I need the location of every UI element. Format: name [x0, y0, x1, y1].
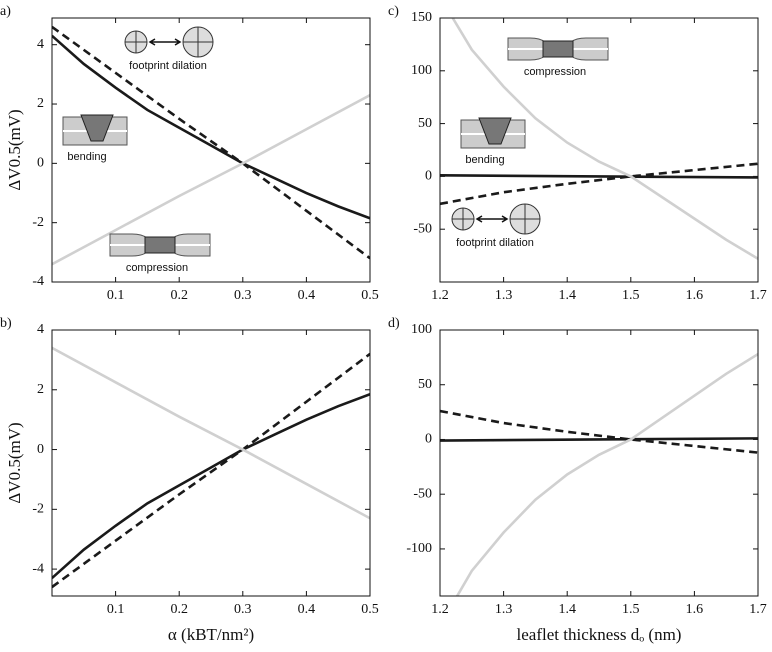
inset-icon: [62, 114, 128, 146]
x-tick-label: 1.5: [622, 288, 640, 303]
y-axis-title: ΔV0.5(mV): [5, 109, 24, 190]
icon-cross: [125, 31, 147, 53]
y-tick-label: -2: [32, 502, 44, 517]
icon-protein: [478, 117, 512, 145]
annotation: bending: [67, 151, 106, 163]
annotation: footprint dilation: [129, 60, 207, 72]
series-line: [52, 346, 370, 520]
y-tick-label: 50: [418, 116, 432, 131]
y-tick-label: -4: [32, 561, 44, 576]
x-tick-label: 1.7: [749, 288, 767, 303]
panel-label: c): [388, 4, 399, 19]
x-axis-title: α (kBT/nm²): [168, 625, 254, 644]
y-tick-label: -100: [406, 541, 432, 556]
series-line: [455, 352, 758, 596]
series-line: [440, 174, 758, 179]
series-line: [52, 393, 370, 580]
icon-arrow: [475, 215, 509, 223]
x-tick-label: 1.2: [431, 602, 449, 617]
x-tick-label: 0.4: [298, 602, 316, 617]
y-tick-label: 100: [411, 322, 432, 337]
y-tick-label: 50: [418, 377, 432, 392]
annotation: compression: [524, 66, 586, 78]
annotation: compression: [126, 262, 188, 274]
plot-frame: [51, 17, 371, 283]
y-tick-label: 2: [37, 382, 44, 397]
plot-frame: [51, 329, 371, 597]
inset-icon: [507, 37, 609, 61]
y-tick-label: 0: [37, 442, 44, 457]
x-tick-label: 1.4: [558, 288, 576, 303]
x-tick-label: 1.4: [558, 602, 576, 617]
series-line: [52, 34, 370, 220]
y-tick-label: -2: [32, 215, 44, 230]
icon-arrow: [148, 38, 182, 46]
y-tick-label: -50: [413, 486, 432, 501]
inset-icon: [451, 203, 541, 235]
y-axis-title: ΔV0.5(mV): [5, 422, 24, 503]
y-tick-label: 100: [411, 63, 432, 78]
x-tick-label: 1.3: [495, 602, 513, 617]
y-tick-label: 2: [37, 96, 44, 111]
inset-icon: [109, 233, 211, 257]
annotation: bending: [465, 154, 504, 166]
series-line: [440, 409, 758, 454]
series-line: [440, 162, 758, 206]
icon-protein: [80, 114, 114, 142]
panel-label: a): [0, 4, 11, 19]
x-tick-label: 0.1: [107, 288, 125, 303]
y-tick-label: 0: [37, 156, 44, 171]
icon-cross: [183, 27, 213, 57]
inset-icon: [460, 117, 526, 149]
icon-cross: [452, 208, 474, 230]
y-tick-label: -50: [413, 221, 432, 236]
plot-frame: [439, 17, 759, 283]
y-tick-label: 0: [425, 169, 432, 184]
x-tick-label: 1.3: [495, 288, 513, 303]
x-tick-label: 1.6: [686, 288, 704, 303]
x-tick-label: 0.3: [234, 602, 252, 617]
x-tick-label: 0.5: [361, 288, 379, 303]
x-tick-label: 0.1: [107, 602, 125, 617]
series-line: [52, 93, 370, 266]
x-tick-label: 1.5: [622, 602, 640, 617]
x-axis-title: leaflet thickness dₒ (nm): [517, 625, 682, 644]
y-tick-label: -4: [32, 274, 44, 289]
y-tick-label: 4: [37, 37, 44, 52]
inset-icon: [124, 26, 214, 58]
series-line: [440, 437, 758, 442]
x-tick-label: 0.3: [234, 288, 252, 303]
series-line: [52, 25, 370, 260]
x-tick-label: 0.5: [361, 602, 379, 617]
icon-protein: [542, 40, 574, 58]
y-tick-label: 150: [411, 10, 432, 25]
x-tick-label: 1.2: [431, 288, 449, 303]
series-line: [52, 352, 370, 589]
x-tick-label: 0.2: [170, 288, 188, 303]
x-tick-label: 0.4: [298, 288, 316, 303]
series-line: [451, 18, 758, 260]
annotation: footprint dilation: [456, 237, 534, 249]
icon-protein: [144, 236, 176, 254]
panel-label: b): [0, 316, 12, 331]
icon-cross: [510, 204, 540, 234]
x-tick-label: 1.7: [749, 602, 767, 617]
plot-frame: [439, 329, 759, 597]
y-tick-label: 4: [37, 322, 44, 337]
x-tick-label: 1.6: [686, 602, 704, 617]
y-tick-label: 0: [425, 432, 432, 447]
panel-label: d): [388, 316, 400, 331]
x-tick-label: 0.2: [170, 602, 188, 617]
